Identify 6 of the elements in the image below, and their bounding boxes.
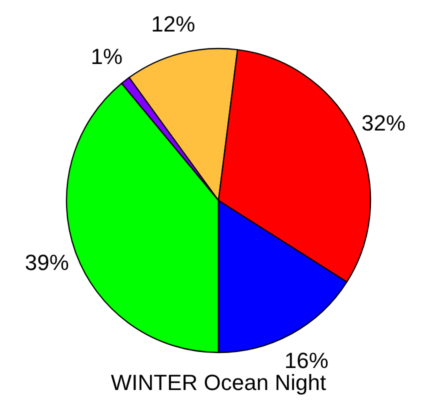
data-label: 32% bbox=[362, 110, 406, 136]
text: WINTER Ocean Night bbox=[110, 370, 326, 395]
data-label: 39% bbox=[24, 250, 69, 275]
data-label: 12% bbox=[151, 11, 196, 36]
data-label: 16% bbox=[284, 348, 328, 373]
data-label: 1% bbox=[90, 44, 123, 69]
